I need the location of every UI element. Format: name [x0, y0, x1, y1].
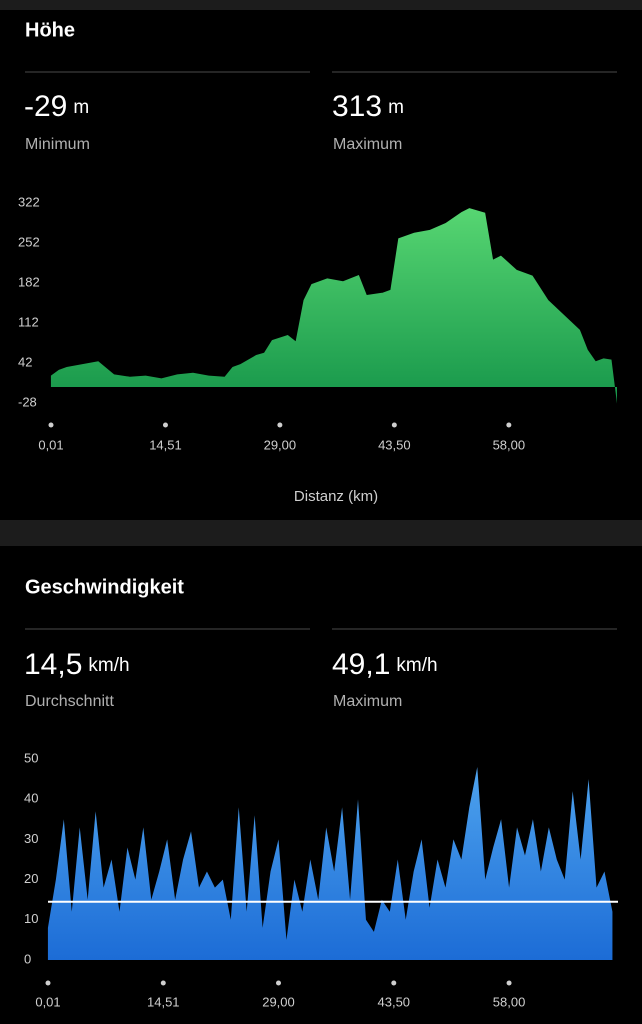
- y-tick-label: -28: [18, 394, 37, 409]
- x-tick-mark: [160, 980, 166, 986]
- stat: 313 m: [332, 90, 404, 123]
- x-tick-label: 29,00: [264, 437, 297, 452]
- y-tick-label: 40: [24, 791, 38, 806]
- y-tick-label: 0: [24, 951, 31, 966]
- x-tick-label: 14,51: [149, 437, 182, 452]
- stat: 49,1 km/h: [332, 648, 438, 681]
- x-tick-label: 58,00: [493, 437, 526, 452]
- x-tick-label: 29,00: [262, 994, 295, 1009]
- section-title: Höhe: [25, 19, 75, 41]
- x-tick-mark: [275, 980, 281, 986]
- stat-label: Minimum: [25, 136, 90, 153]
- y-tick-label: 50: [24, 750, 38, 765]
- y-tick-label: 30: [24, 831, 38, 846]
- x-tick-label: 43,50: [378, 437, 411, 452]
- x-axis-title: Distanz (km): [294, 488, 378, 505]
- y-tick-label: 42: [18, 354, 32, 369]
- x-tick-mark: [391, 422, 397, 428]
- area: [50, 208, 618, 404]
- x-tick-mark: [506, 422, 512, 428]
- x-tick-label: 43,50: [378, 994, 411, 1009]
- x-tick-mark: [391, 980, 397, 986]
- top-strip: [0, 0, 642, 10]
- x-tick-mark: [506, 980, 512, 986]
- x-tick-mark: [162, 422, 168, 428]
- stat-label: Maximum: [333, 136, 402, 153]
- y-tick-label: 20: [24, 871, 38, 886]
- y-tick-label: 112: [18, 314, 39, 329]
- x-tick-label: 58,00: [493, 994, 526, 1009]
- x-tick-label: 0,01: [38, 437, 63, 452]
- y-tick-label: 10: [24, 911, 38, 926]
- y-tick-label: 182: [18, 274, 40, 289]
- x-tick-mark: [48, 422, 54, 428]
- stat: 14,5 km/h: [24, 648, 130, 681]
- section-separator: [0, 520, 642, 546]
- stat-label: Maximum: [333, 693, 402, 710]
- area: [47, 767, 613, 960]
- stat-label: Durchschnitt: [25, 693, 114, 710]
- x-tick-mark: [277, 422, 283, 428]
- y-tick-label: 322: [18, 194, 40, 209]
- section-title: Geschwindigkeit: [25, 576, 184, 598]
- x-tick-label: 14,51: [147, 994, 180, 1009]
- stat: -29 m: [24, 90, 89, 123]
- x-tick-label: 0,01: [35, 994, 60, 1009]
- y-tick-label: 252: [18, 234, 40, 249]
- x-tick-mark: [45, 980, 51, 986]
